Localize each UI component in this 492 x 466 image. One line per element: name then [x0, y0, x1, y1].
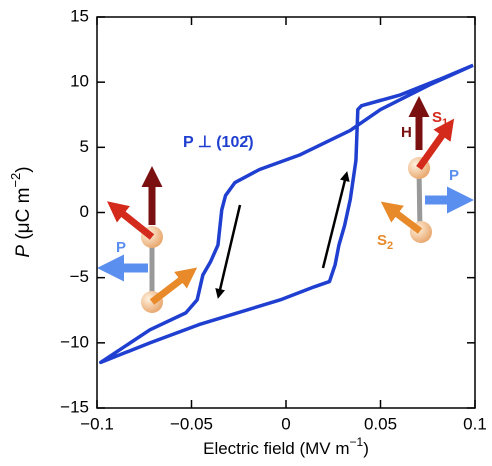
sweep-arrow	[215, 204, 242, 299]
annotation-text: P	[449, 167, 459, 184]
annotation: P	[449, 167, 459, 184]
annotation-text: S	[432, 109, 442, 126]
annotation-text: H	[401, 124, 412, 141]
x-tick-label: 0	[281, 414, 290, 433]
annotation: P	[116, 239, 126, 256]
y-axis-label: P (μC m−2)	[8, 166, 34, 257]
spin-diagram-left	[97, 166, 198, 313]
x-tick-label: −0.05	[170, 414, 213, 433]
y-tick-label: 0	[80, 202, 89, 221]
y-tick-label: 5	[80, 137, 89, 156]
x-axis-label: Electric field (MV m−1)	[203, 435, 369, 458]
annotation: S1	[432, 109, 448, 129]
y-tick-label: 15	[70, 6, 89, 25]
plot-frame	[96, 16, 476, 409]
spin-diagram-right	[380, 96, 474, 243]
annotation-subscript: 1	[442, 117, 448, 129]
x-tick-label: 0.05	[364, 414, 397, 433]
y-tick-label: −10	[60, 332, 89, 351]
annotation-text: P	[116, 239, 126, 256]
y-tick-label: 10	[70, 72, 89, 91]
annotation: H	[401, 124, 412, 141]
annotation-text: S	[377, 232, 387, 249]
annotation-subscript: 2	[387, 240, 393, 252]
annotation-text: P ⊥ (102̄)	[183, 134, 254, 151]
y-tick-label: −5	[70, 267, 89, 286]
x-tick-label: 0.1	[463, 414, 487, 433]
sweep-arrow	[321, 171, 350, 269]
annotation: S2	[377, 232, 393, 252]
annotation: P ⊥ (102̄)	[183, 134, 254, 151]
y-tick-label: −15	[60, 397, 89, 416]
hysteresis-loop	[99, 63, 474, 365]
x-tick-label: −0.1	[80, 414, 114, 433]
